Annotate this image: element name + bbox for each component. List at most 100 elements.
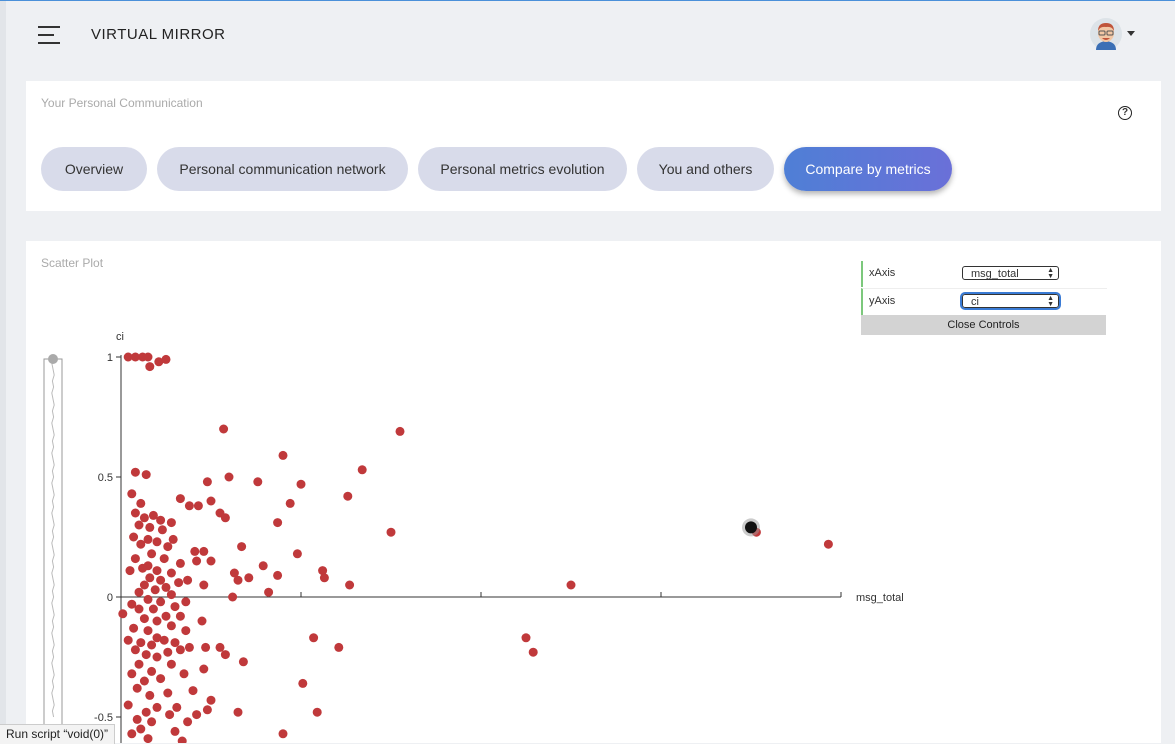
data-point — [175, 558, 185, 568]
axis-controls-panel: xAxis msg_total ▲ ▼ yAxis ci ▲ ▼ Close Con… — [861, 261, 1107, 335]
data-point — [130, 508, 140, 518]
data-point — [264, 587, 274, 597]
data-point — [152, 652, 162, 662]
tab-personal-communication-network[interactable]: Personal communication network — [157, 147, 408, 191]
tab-overview[interactable]: Overview — [41, 147, 147, 191]
data-point — [202, 477, 212, 487]
data-point — [130, 352, 140, 362]
data-point — [148, 510, 158, 520]
data-point — [161, 611, 171, 621]
data-point — [141, 470, 151, 480]
scatter-plot: 1 0.5 0 -0.5 ci msg_total — [43, 331, 904, 743]
data-point — [132, 714, 142, 724]
x-axis-select[interactable]: msg_total ▲ ▼ — [962, 266, 1059, 280]
data-point — [163, 542, 173, 552]
data-point — [228, 592, 238, 602]
y-axis-control-row: yAxis ci ▲ ▼ — [861, 288, 1107, 315]
data-point — [199, 664, 209, 674]
data-point — [170, 638, 180, 648]
tab-you-and-others[interactable]: You and others — [637, 147, 774, 191]
tab-compare-by-metrics[interactable]: Compare by metrics — [784, 147, 952, 191]
data-point — [192, 710, 202, 720]
data-point — [319, 573, 329, 583]
y-tick-label: -0.5 — [94, 712, 113, 724]
data-point — [159, 554, 169, 564]
data-point — [138, 563, 148, 573]
data-point — [136, 498, 146, 508]
data-point — [150, 585, 160, 595]
data-point — [166, 621, 176, 631]
data-point — [134, 659, 144, 669]
data-point — [177, 736, 187, 743]
data-point — [165, 710, 175, 720]
data-point — [273, 518, 283, 528]
data-point — [238, 657, 248, 667]
browser-status-bar: Run script “void(0)” — [0, 724, 116, 744]
data-point — [134, 604, 144, 614]
data-point — [188, 686, 198, 696]
app-title: VIRTUAL MIRROR — [91, 26, 226, 43]
help-icon[interactable]: ? — [1118, 106, 1132, 120]
data-point — [147, 640, 157, 650]
data-point — [145, 362, 155, 372]
data-point — [521, 633, 531, 643]
data-point — [386, 527, 396, 537]
y-axis-select[interactable]: ci ▲ ▼ — [960, 292, 1061, 310]
data-point — [129, 623, 139, 633]
data-point — [224, 472, 234, 482]
data-point — [219, 424, 229, 434]
data-point — [273, 570, 283, 580]
data-point — [206, 496, 216, 506]
data-point — [152, 537, 162, 547]
hamburger-icon[interactable] — [38, 26, 62, 44]
data-point — [129, 532, 139, 542]
data-point — [125, 566, 135, 576]
scatter-card-title: Scatter Plot — [41, 256, 104, 270]
close-controls-button[interactable]: Close Controls — [861, 315, 1106, 335]
y-tick-label: 1 — [107, 352, 113, 364]
data-point — [127, 729, 137, 739]
data-point — [143, 352, 153, 362]
data-point — [285, 498, 295, 508]
data-point — [258, 561, 268, 571]
data-point — [166, 568, 176, 578]
data-point — [192, 556, 202, 566]
communication-card: Your Personal Communication ? Overview P… — [26, 81, 1161, 211]
data-point — [312, 707, 322, 717]
x-axis-title: msg_total — [856, 592, 904, 604]
data-point — [139, 676, 149, 686]
x-axis-label: xAxis — [869, 267, 896, 279]
data-point — [147, 717, 157, 727]
data-point — [823, 539, 833, 549]
data-point — [166, 590, 176, 600]
data-point — [278, 450, 288, 460]
data-point — [237, 542, 247, 552]
data-point — [253, 477, 263, 487]
data-point — [147, 549, 157, 559]
data-point — [175, 645, 185, 655]
data-point — [127, 669, 137, 679]
data-point — [528, 647, 538, 657]
data-point — [148, 604, 158, 614]
data-point — [118, 609, 128, 619]
data-point — [184, 642, 194, 652]
data-point — [292, 549, 302, 559]
data-point — [190, 546, 200, 556]
data-point — [136, 539, 146, 549]
y-brush-handle — [48, 354, 58, 364]
data-point — [309, 633, 319, 643]
tab-personal-metrics-evolution[interactable]: Personal metrics evolution — [418, 147, 627, 191]
data-point — [123, 352, 133, 362]
user-menu-caret-icon[interactable] — [1127, 31, 1135, 36]
data-point — [278, 729, 288, 739]
data-point — [143, 534, 153, 544]
data-point — [156, 674, 166, 684]
data-point — [170, 726, 180, 736]
data-point — [152, 633, 162, 643]
data-point — [202, 705, 212, 715]
data-point — [143, 734, 153, 743]
data-point — [147, 666, 157, 676]
data-point — [145, 573, 155, 583]
user-avatar-icon[interactable] — [1090, 18, 1122, 50]
x-axis-selected-value: msg_total — [971, 268, 1019, 280]
